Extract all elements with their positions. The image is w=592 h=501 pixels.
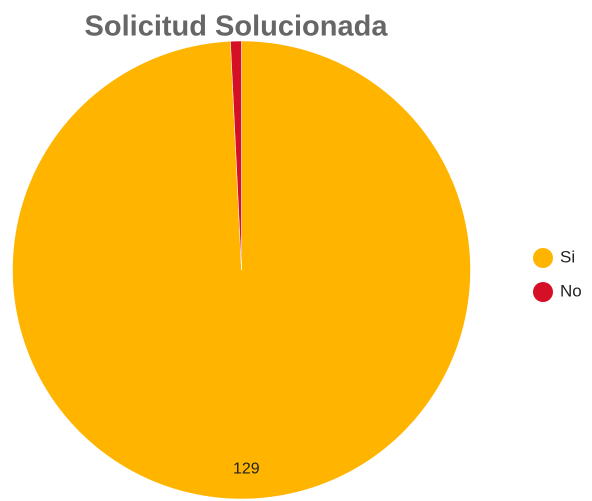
legend-swatch [533,248,553,268]
legend-label: Si [560,247,575,266]
legend-swatch [533,282,553,302]
chart-title: Solicitud Solucionada [85,11,389,43]
data-label: 129 [233,460,260,477]
pie-slice [230,40,242,271]
legend-label: No [560,281,582,300]
